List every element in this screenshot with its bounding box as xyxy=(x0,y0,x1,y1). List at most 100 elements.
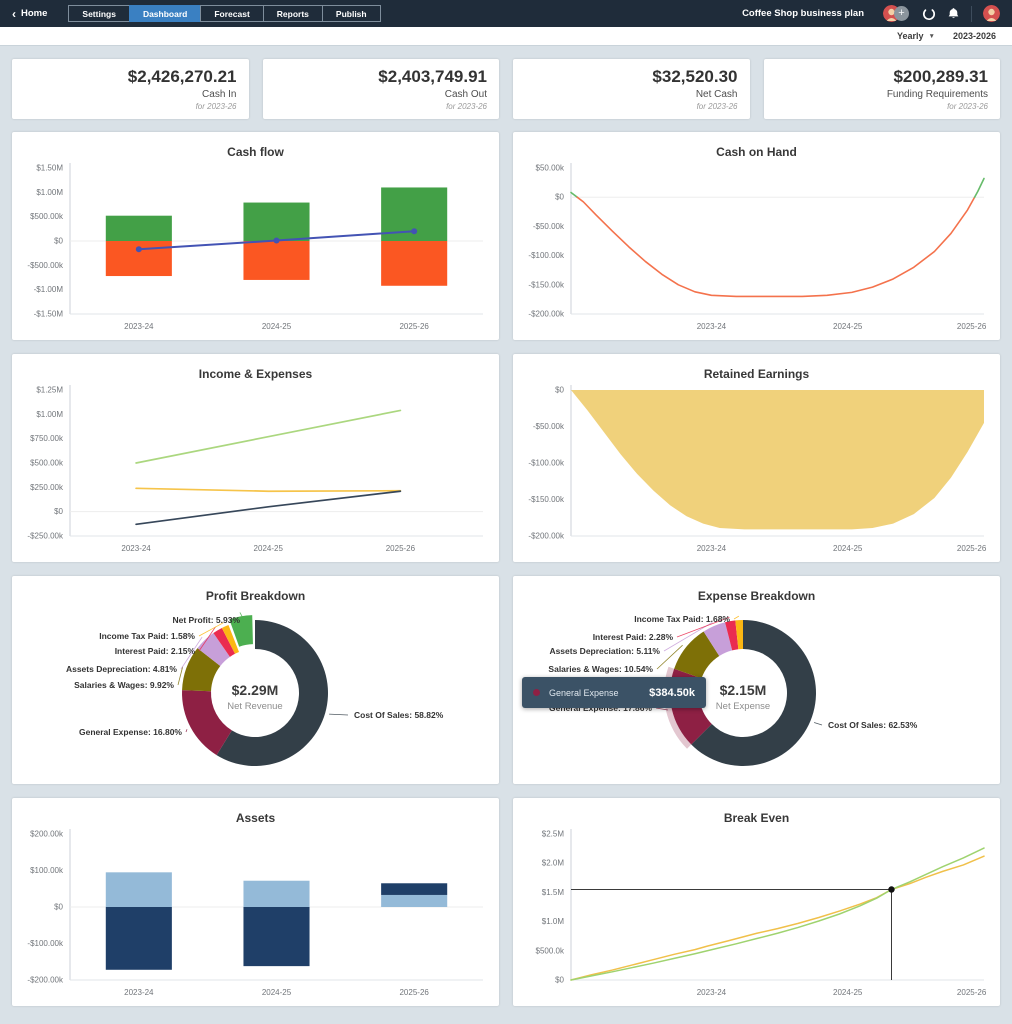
kpi-card-cash-in: $2,426,270.21 Cash In for 2023-26 xyxy=(12,59,249,119)
kpi-row: $2,426,270.21 Cash In for 2023-26 $2,403… xyxy=(12,59,1000,119)
svg-text:-$1.50M: -$1.50M xyxy=(34,310,64,319)
svg-text:$500.00k: $500.00k xyxy=(30,459,64,468)
svg-text:Assets Depreciation: 4.81%: Assets Depreciation: 4.81% xyxy=(66,664,177,674)
svg-text:2023-24: 2023-24 xyxy=(697,988,727,997)
break-even-chart[interactable]: $2.5M $2.0M $1.5M $1.0M $500.0k $0 2023-24 2024… xyxy=(513,822,1000,1006)
svg-text:General Expense: 16.80%: General Expense: 16.80% xyxy=(79,727,182,737)
expense-breakdown-panel: Expense Breakdown Cost Of Sales: 62.53% G… xyxy=(513,576,1000,784)
income-expenses-chart[interactable]: $1.25M $1.00M $750.00k $500.00k $250.00k $0 -$… xyxy=(12,378,499,562)
svg-text:2024-25: 2024-25 xyxy=(262,988,292,997)
svg-text:$250.00k: $250.00k xyxy=(30,483,64,492)
svg-text:$1.50M: $1.50M xyxy=(36,164,63,173)
svg-text:$2.0M: $2.0M xyxy=(542,859,565,868)
notifications-bell-icon[interactable] xyxy=(947,7,960,20)
topbar-divider xyxy=(971,5,972,22)
cash-on-hand-panel: Cash on Hand $50.00k $0 -$50.00k -$100.00k -… xyxy=(513,132,1000,340)
svg-text:Cost Of Sales: 62.53%: Cost Of Sales: 62.53% xyxy=(828,720,918,730)
chevron-down-icon: ▼ xyxy=(928,32,935,40)
tooltip-label: General Expense xyxy=(549,687,619,698)
home-button[interactable]: ‹ Home xyxy=(12,8,47,20)
profit-breakdown-panel: Profit Breakdown Cost Of Sales: 58.82% Ge… xyxy=(12,576,499,784)
retained-earnings-chart[interactable]: $0 -$50.00k -$100.00k -$150.00k -$200.00k 202… xyxy=(513,378,1000,562)
retained-earnings-panel: Retained Earnings $0 -$50.00k -$100.00k -$1… xyxy=(513,354,1000,562)
svg-text:Net Revenue: Net Revenue xyxy=(227,701,282,712)
svg-text:2023-24: 2023-24 xyxy=(121,544,151,553)
chart-tooltip: General Expense $384.50k xyxy=(522,677,706,708)
assets-chart[interactable]: $200.00k $100.00k $0 -$100.00k -$200.00k 2023… xyxy=(12,822,499,1006)
collaborators-button[interactable]: + xyxy=(883,5,911,23)
tooltip-value: $384.50k xyxy=(649,686,695,699)
user-avatar[interactable] xyxy=(983,5,1000,22)
tab-reports[interactable]: Reports xyxy=(262,5,323,22)
svg-text:2024-25: 2024-25 xyxy=(833,988,863,997)
kpi-period: for 2023-26 xyxy=(195,102,237,111)
cash-on-hand-chart[interactable]: $50.00k $0 -$50.00k -$100.00k -$150.00k -$200… xyxy=(513,156,1000,340)
svg-text:$200.00k: $200.00k xyxy=(30,830,64,839)
kpi-label: Net Cash xyxy=(695,89,738,100)
back-chevron-icon: ‹ xyxy=(12,6,16,21)
chart-title: Assets xyxy=(235,811,276,825)
svg-text:-$150.00k: -$150.00k xyxy=(528,280,565,289)
svg-text:$750.00k: $750.00k xyxy=(30,434,64,443)
svg-text:$2.5M: $2.5M xyxy=(542,830,565,839)
svg-text:$2.15M: $2.15M xyxy=(720,682,767,698)
svg-text:Net Profit: 5.93%: Net Profit: 5.93% xyxy=(172,615,240,625)
svg-text:2025-26: 2025-26 xyxy=(399,322,429,331)
svg-text:Interest Paid: 2.15%: Interest Paid: 2.15% xyxy=(115,646,196,656)
period-select[interactable]: Yearly ▼ xyxy=(897,31,935,41)
kpi-label: Cash In xyxy=(202,89,237,100)
charts-grid: Cash flow $1.50M $1.00M $500.00k $0 -$500.00… xyxy=(12,132,1000,1006)
svg-text:Salaries & Wages: 9.92%: Salaries & Wages: 9.92% xyxy=(74,680,174,690)
svg-text:-$100.00k: -$100.00k xyxy=(27,939,64,948)
svg-text:$0: $0 xyxy=(555,976,564,985)
svg-text:2024-25: 2024-25 xyxy=(833,544,863,553)
svg-text:2024-25: 2024-25 xyxy=(262,322,292,331)
tab-publish[interactable]: Publish xyxy=(321,5,381,22)
topbar: ‹ Home Settings Dashboard Forecast Repor… xyxy=(0,0,1012,27)
svg-text:-$200.00k: -$200.00k xyxy=(528,310,565,319)
svg-text:$0: $0 xyxy=(54,237,63,246)
expense-breakdown-chart[interactable]: Cost Of Sales: 62.53% General Expense: 17… xyxy=(513,600,1000,784)
chart-title: Retained Earnings xyxy=(703,367,810,381)
svg-text:Income Tax Paid: 1.58%: Income Tax Paid: 1.58% xyxy=(99,631,195,641)
svg-text:$1.00M: $1.00M xyxy=(36,410,63,419)
kpi-card-net-cash: $32,520.30 Net Cash for 2023-26 xyxy=(513,59,750,119)
svg-text:$0: $0 xyxy=(555,193,564,202)
refresh-icon[interactable] xyxy=(922,7,936,21)
chart-title: Cash on Hand xyxy=(716,145,797,159)
svg-text:Income Tax Paid: 1.68%: Income Tax Paid: 1.68% xyxy=(634,614,730,624)
svg-text:Interest Paid: 2.28%: Interest Paid: 2.28% xyxy=(593,632,674,642)
range-select[interactable]: 2023-2026 xyxy=(953,31,996,41)
svg-text:-$150.00k: -$150.00k xyxy=(528,495,565,504)
plan-title: Coffee Shop business plan xyxy=(742,8,864,19)
svg-text:2023-24: 2023-24 xyxy=(124,988,154,997)
chart-title: Profit Breakdown xyxy=(205,589,306,603)
svg-text:$0: $0 xyxy=(555,386,564,395)
svg-text:Cost Of Sales: 58.82%: Cost Of Sales: 58.82% xyxy=(354,710,444,720)
svg-text:$500.00k: $500.00k xyxy=(30,212,64,221)
income-expenses-panel: Income & Expenses $1.25M $1.00M $750.00k $5… xyxy=(12,354,499,562)
svg-text:$0: $0 xyxy=(54,507,63,516)
kpi-value: $2,426,270.21 xyxy=(127,67,237,86)
add-collaborator-icon: + xyxy=(894,6,909,21)
svg-text:2023-24: 2023-24 xyxy=(697,322,727,331)
svg-text:2023-24: 2023-24 xyxy=(124,322,154,331)
svg-text:General Expense: 17.86%: General Expense: 17.86% xyxy=(549,703,652,713)
cash-flow-chart[interactable]: $1.50M $1.00M $500.00k $0 -$500.00k -$1.00M -$… xyxy=(12,156,499,340)
svg-text:Assets Depreciation: 5.11%: Assets Depreciation: 5.11% xyxy=(549,646,660,656)
svg-text:-$200.00k: -$200.00k xyxy=(528,532,565,541)
svg-text:2025-26: 2025-26 xyxy=(386,544,416,553)
period-value: Yearly xyxy=(896,31,924,41)
svg-text:2024-25: 2024-25 xyxy=(254,544,284,553)
profit-breakdown-chart[interactable]: Cost Of Sales: 58.82% General Expense: 16… xyxy=(12,600,499,784)
tab-dashboard[interactable]: Dashboard xyxy=(128,5,202,22)
svg-text:-$200.00k: -$200.00k xyxy=(27,976,64,985)
series-color-dot xyxy=(533,689,540,696)
svg-text:$100.00k: $100.00k xyxy=(30,866,64,875)
chart-title: Break Even xyxy=(723,811,790,825)
svg-text:2023-24: 2023-24 xyxy=(697,544,727,553)
break-even-panel: Break Even $2.5M $2.0M $1.5M $1.0M $500.0k $0… xyxy=(513,798,1000,1006)
filter-bar: Yearly ▼ 2023-2026 xyxy=(0,27,1012,46)
tab-forecast[interactable]: Forecast xyxy=(200,5,264,22)
tab-settings[interactable]: Settings xyxy=(68,5,130,22)
